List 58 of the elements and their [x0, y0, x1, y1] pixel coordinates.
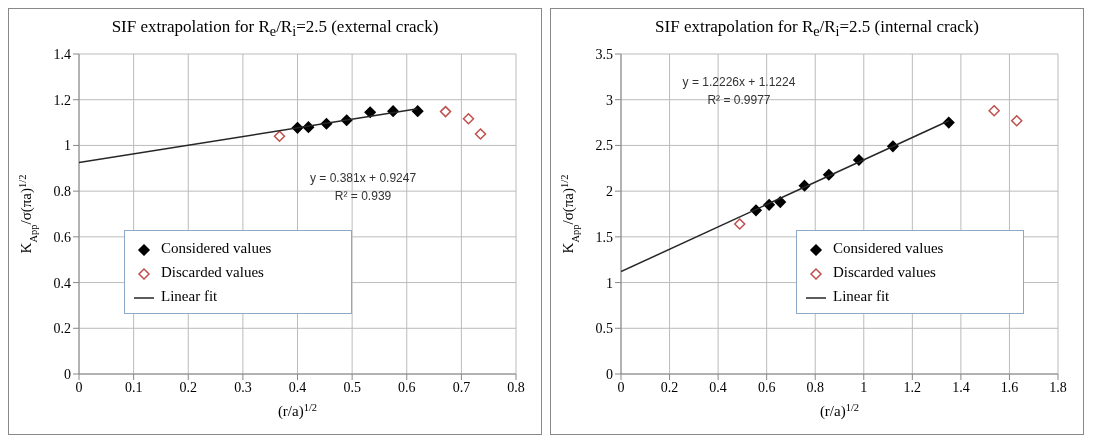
- x-tick-label: 0: [75, 380, 83, 396]
- y-tick-label: 1: [606, 275, 613, 291]
- point: [474, 128, 487, 141]
- point: [439, 106, 452, 118]
- legend-label: Linear fit: [161, 288, 218, 305]
- x-tick-label: 0.7: [452, 380, 471, 396]
- y-tick-label: 0.2: [53, 321, 71, 337]
- annotation: y = 1.2226x + 1.1224: [682, 75, 796, 90]
- y-tick-label: 1.5: [595, 230, 613, 246]
- point: [273, 130, 286, 143]
- x-tick-label: 0.4: [709, 380, 727, 396]
- x-axis-title: (r/a)$^{1/2}$: [277, 401, 318, 421]
- x-tick-label: 1.6: [1000, 380, 1019, 396]
- legend-label: Discarded values: [833, 264, 936, 281]
- x-tick-label: 0.1: [124, 380, 143, 396]
- legend-label: Considered values: [833, 240, 944, 257]
- y-tick-label: 0.6: [53, 230, 71, 246]
- y-tick-label: 3.5: [595, 47, 613, 63]
- point: [411, 105, 424, 118]
- x-axis-title: (r/a)$^{1/2}$: [819, 401, 860, 421]
- point: [988, 105, 1000, 117]
- x-tick-label: 0.2: [660, 380, 679, 396]
- y-tick-label: 0: [64, 367, 71, 383]
- x-tick-label: 0.6: [757, 380, 776, 396]
- chart-title: SIF extrapolation for R$_{e}$/R$_{i}$=2.5 (internal crack): [654, 16, 980, 42]
- y-tick-label: 1: [64, 138, 71, 154]
- y-tick-label: 1.2: [53, 93, 71, 109]
- y-tick-label: 0.5: [595, 321, 613, 337]
- y-tick-label: 0.8: [53, 184, 71, 200]
- x-tick-label: 0.6: [398, 380, 416, 396]
- x-tick-label: 0.5: [343, 380, 361, 396]
- point: [462, 113, 475, 125]
- annotation: R² = 0.939: [334, 189, 392, 204]
- point: [733, 218, 746, 231]
- y-tick-label: 2: [606, 184, 613, 200]
- y-tick-label: 3: [606, 93, 613, 109]
- y-tick-label: 2.5: [595, 138, 613, 154]
- x-tick-label: 1.2: [903, 380, 922, 396]
- y-tick-label: 0: [606, 367, 613, 383]
- x-tick-label: 1.8: [1049, 380, 1067, 396]
- point: [364, 106, 376, 119]
- x-tick-label: 0.2: [179, 380, 197, 396]
- annotation: y = 0.381x + 0.9247: [310, 171, 417, 186]
- y-tick-label: 1.4: [53, 47, 71, 63]
- x-tick-label: 0.8: [507, 380, 525, 396]
- x-tick-label: 1.4: [952, 380, 970, 396]
- x-tick-label: 0.3: [234, 380, 252, 396]
- x-tick-label: 1: [860, 380, 868, 396]
- x-tick-label: 0: [617, 380, 625, 396]
- legend-label: Considered values: [161, 240, 272, 257]
- x-tick-label: 0.8: [806, 380, 824, 396]
- legend-label: Discarded values: [161, 264, 264, 281]
- annotation: R² = 0.9977: [707, 93, 771, 108]
- chart-title: SIF extrapolation for R$_{e}$/R$_{i}$=2.5 (external crack): [110, 16, 440, 42]
- legend-label: Linear fit: [833, 288, 890, 305]
- point: [1010, 115, 1023, 127]
- x-tick-label: 0.4: [288, 380, 307, 396]
- y-tick-label: 0.4: [53, 275, 71, 291]
